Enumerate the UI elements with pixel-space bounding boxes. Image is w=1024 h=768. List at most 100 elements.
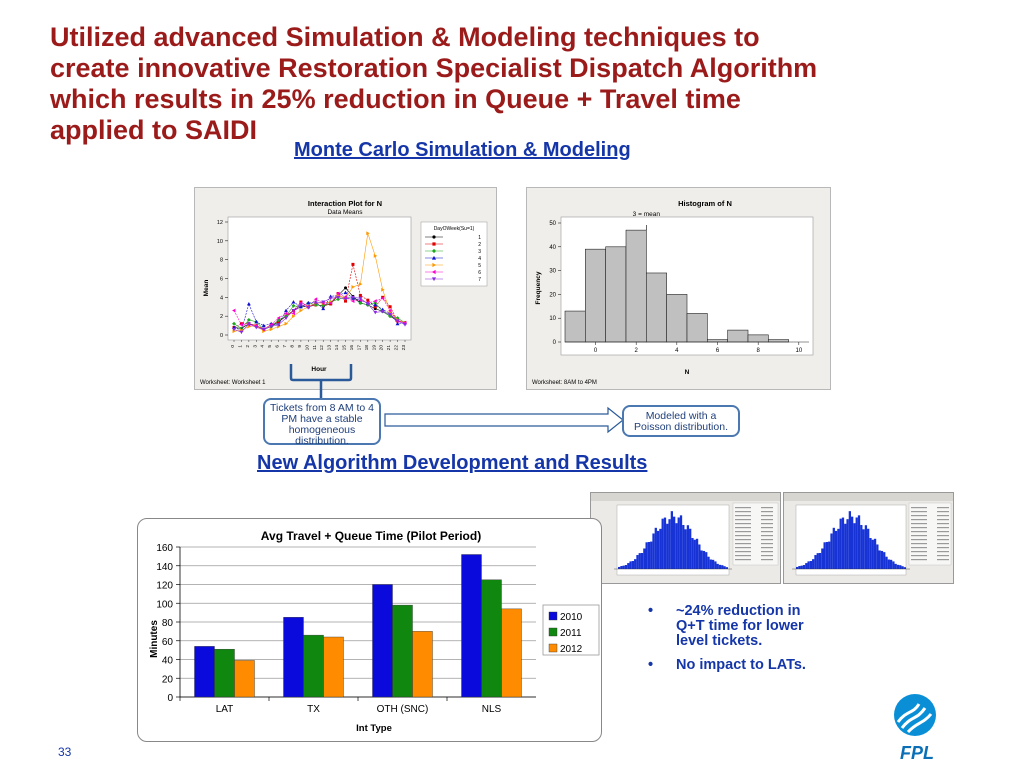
interaction-point <box>343 297 348 302</box>
simulation-bar <box>643 548 646 569</box>
x-tick-label: 8 <box>756 348 760 354</box>
bar-2010 <box>461 554 482 698</box>
simulation-bar <box>650 541 653 569</box>
stats-row <box>911 519 927 521</box>
stats-value <box>937 523 949 525</box>
histogram-bar <box>747 334 769 343</box>
section-monte-carlo-link[interactable]: Monte Carlo Simulation & Modeling <box>294 139 631 161</box>
simulation-bar <box>834 530 838 569</box>
interaction-point <box>262 329 266 334</box>
interaction-point <box>351 285 355 289</box>
stats-value <box>937 515 949 517</box>
legend-label: 2 <box>478 242 481 248</box>
simulation-bar <box>851 516 854 569</box>
histogram-bar <box>585 248 606 343</box>
legend-marker <box>431 248 437 254</box>
simulation-bar <box>889 559 893 569</box>
simulation-bar <box>894 563 897 569</box>
histogram-xlabel: N <box>685 369 690 376</box>
interaction-point <box>306 301 311 305</box>
x-tick-label: 15 <box>342 345 348 351</box>
stats-value <box>761 511 773 513</box>
interaction-point <box>291 300 296 304</box>
stats-row <box>911 551 927 553</box>
simulation-bar <box>716 563 719 569</box>
interaction-point <box>269 327 274 332</box>
bar-chart-ylabel: Minutes <box>149 620 160 658</box>
histogram-bar <box>625 229 647 343</box>
fpl-logo-text: FPL <box>900 743 934 763</box>
simulation-bar <box>689 528 692 569</box>
interaction-point <box>321 306 326 311</box>
stats-value <box>761 535 773 537</box>
y-tick-label: 80 <box>162 618 174 629</box>
simulation-bar <box>663 517 667 569</box>
interaction-point <box>284 316 288 320</box>
y-tick-label: 2 <box>220 314 223 320</box>
simulation-bar <box>640 552 644 569</box>
simulation-bar <box>839 518 842 569</box>
interaction-point <box>284 308 288 313</box>
interaction-point <box>380 309 385 314</box>
interaction-point <box>373 302 378 307</box>
interaction-series-line <box>233 292 406 331</box>
simulation-hist-1 <box>591 493 780 576</box>
stats-value <box>761 547 773 549</box>
legend-swatch <box>548 611 558 621</box>
x-tick-label: 0 <box>594 348 598 354</box>
interaction-point <box>388 305 392 309</box>
legend-swatch <box>548 643 558 653</box>
legend-marker <box>431 269 436 275</box>
legend-label: 2010 <box>560 612 583 623</box>
section-new-algorithm-link[interactable]: New Algorithm Development and Results <box>257 452 648 474</box>
interaction-point <box>358 298 362 303</box>
simulation-hist-2 <box>784 493 953 576</box>
simulation-bar <box>711 559 715 569</box>
simulation-bar <box>666 523 669 569</box>
bar-2010 <box>283 617 304 698</box>
interaction-plot-title: Interaction Plot for N <box>308 199 382 208</box>
legend-title: DayOWeek(Su=1) <box>434 226 475 232</box>
simulation-bar <box>867 528 870 569</box>
simulation-bar <box>668 519 671 569</box>
simulation-bar <box>878 550 881 569</box>
stats-value <box>761 515 773 517</box>
simulation-bar <box>673 516 676 569</box>
interaction-point <box>232 308 236 313</box>
legend-label: 4 <box>478 256 481 262</box>
y-tick-label: 20 <box>549 292 556 298</box>
legend-swatch <box>548 627 558 637</box>
simulation-bar <box>700 550 703 569</box>
interaction-point <box>239 322 243 327</box>
stats-row <box>911 543 927 545</box>
y-tick-label: 10 <box>549 316 556 322</box>
legend-marker <box>431 255 437 260</box>
interaction-point <box>291 314 296 319</box>
interaction-point <box>358 282 363 287</box>
simulation-bar <box>695 538 699 569</box>
y-tick-label: 0 <box>553 340 557 346</box>
y-tick-label: 160 <box>156 543 173 554</box>
bar-2011 <box>303 634 324 698</box>
page-number: 33 <box>58 745 72 759</box>
stats-row <box>735 511 751 513</box>
interaction-point <box>373 310 378 315</box>
simulation-bar <box>807 561 810 569</box>
interaction-point <box>395 319 400 323</box>
stats-row <box>735 523 751 525</box>
bar-2012 <box>234 660 255 698</box>
interaction-point <box>358 293 362 297</box>
simulation-bar <box>880 550 884 569</box>
stats-row <box>911 559 927 561</box>
simulation-bar <box>853 523 856 569</box>
bar-chart-svg: Avg Travel + Queue Time (Pilot Period) M… <box>149 529 600 734</box>
simulation-bar <box>682 525 685 569</box>
legend-label: 3 <box>478 249 481 255</box>
simulation-bar <box>860 525 863 569</box>
simulation-bar <box>818 552 822 569</box>
x-tick-label: 23 <box>401 345 407 351</box>
flow-arrow <box>384 406 624 434</box>
interaction-point <box>232 327 236 332</box>
stats-row <box>735 527 751 529</box>
interaction-point <box>365 302 370 306</box>
